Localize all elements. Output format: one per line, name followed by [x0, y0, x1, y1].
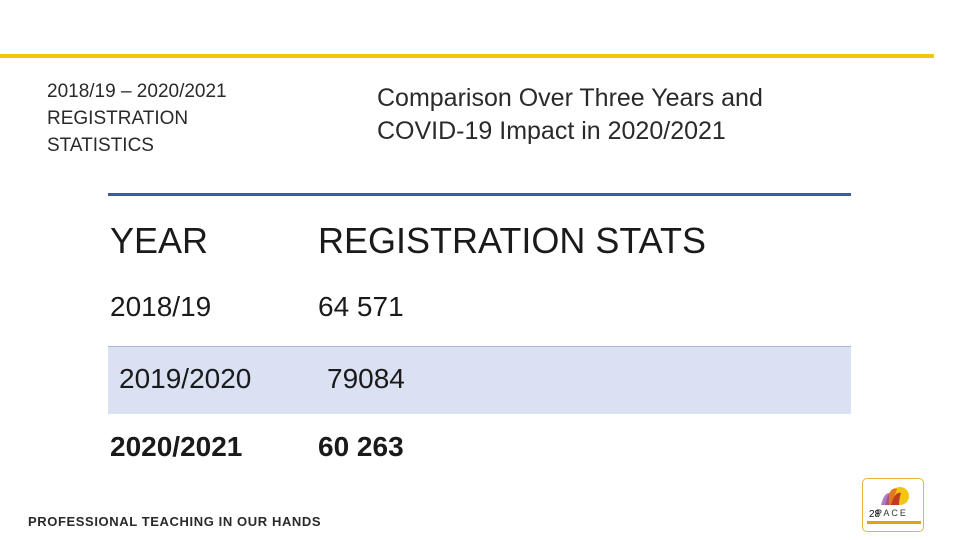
stat-cell: 60 263: [318, 431, 404, 462]
stat-cell: 79084: [327, 363, 405, 394]
footer-slogan: PROFESSIONAL TEACHING IN OUR HANDS: [28, 514, 322, 529]
section-heading-line-3: STATISTICS: [47, 135, 154, 156]
column-header-registration-stats: REGISTRATION STATS: [318, 220, 707, 261]
year-cell: 2020/2021: [110, 431, 243, 462]
top-accent-rule: [0, 54, 934, 58]
table-row: 2018/19 64 571: [108, 282, 851, 346]
section-heading-line-2: REGISTRATION: [47, 108, 189, 129]
logo-emblem-icon: [881, 487, 909, 505]
registration-table: YEAR REGISTRATION STATS 2018/19 64 571 2…: [108, 193, 851, 478]
logo-text: PACE: [876, 508, 908, 518]
column-header-year: YEAR: [110, 220, 209, 261]
row-divider: [108, 346, 851, 347]
table-row: 2019/2020 79084: [108, 347, 851, 414]
table-header-row: YEAR REGISTRATION STATS: [108, 196, 851, 282]
table-top-border: [108, 193, 851, 196]
slide-title-line-1: Comparison Over Three Years and: [377, 84, 763, 112]
slide-title-line-2: COVID-19 Impact in 2020/2021: [377, 117, 726, 145]
logo-tagline-bar: [867, 521, 921, 524]
slide-title: Comparison Over Three Years and COVID-19…: [377, 82, 857, 148]
organization-logo: 28 PACE: [862, 478, 924, 532]
stat-cell: 64 571: [318, 291, 404, 322]
section-heading-line-1: 2018/19 – 2020/2021: [47, 81, 227, 102]
page-number: 28: [869, 509, 881, 520]
year-cell: 2019/2020: [119, 363, 252, 394]
table-row: 2020/2021 60 263: [108, 414, 851, 478]
year-cell: 2018/19: [110, 291, 212, 322]
section-heading: 2018/19 – 2020/2021 REGISTRATION STATIST…: [47, 78, 307, 159]
